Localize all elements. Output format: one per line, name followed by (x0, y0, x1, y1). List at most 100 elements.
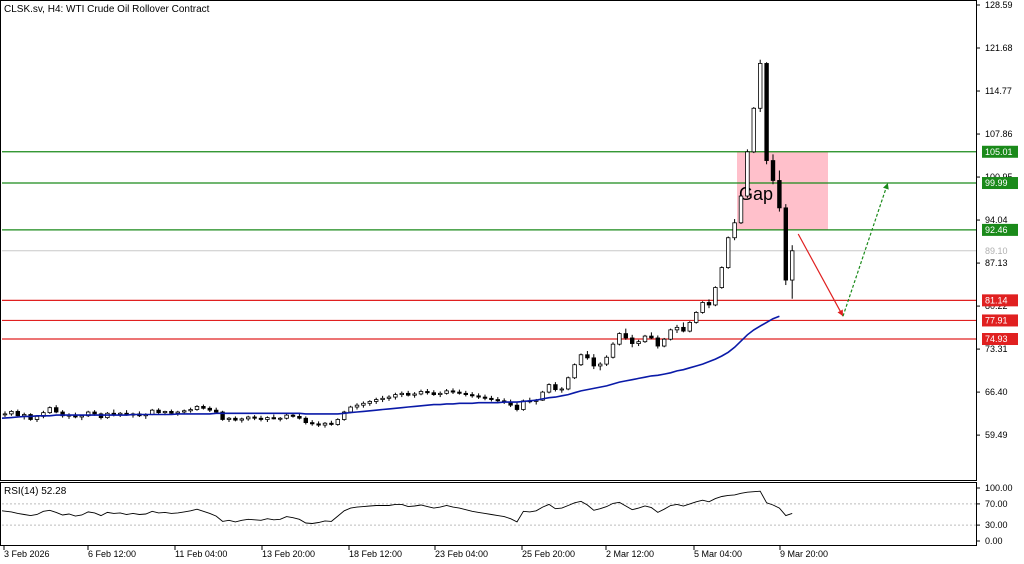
candle-body (341, 411, 347, 420)
candle (770, 154, 776, 185)
candle (783, 204, 788, 286)
candle (553, 382, 558, 392)
candle (341, 410, 347, 421)
current-price-tag-bg (982, 244, 1018, 257)
candle (495, 397, 500, 403)
candle (674, 324, 680, 333)
price-tick-label: 73.31 (985, 344, 1008, 354)
level-lines (2, 151, 976, 340)
level-tag-99.99-bg (982, 177, 1018, 190)
candle (649, 332, 654, 340)
time-tick-label: 9 Mar 20:00 (780, 549, 828, 559)
candle (98, 412, 104, 420)
candle (2, 411, 8, 417)
price-tick-label: 94.04 (985, 215, 1008, 225)
candle-body (15, 410, 20, 417)
candle-body (348, 406, 353, 413)
candle-body (649, 335, 654, 339)
candle (86, 410, 91, 417)
candle (15, 409, 20, 417)
candle-body (559, 388, 564, 391)
level-tag-81.14-bg (982, 294, 1018, 307)
candle-body (431, 392, 436, 395)
candle (713, 286, 718, 307)
time-tick-label: 18 Feb 12:00 (349, 549, 402, 559)
candle (431, 390, 436, 396)
candle-body (265, 417, 270, 420)
candle (220, 410, 225, 421)
rsi-tick-label: 30.00 (985, 520, 1008, 530)
candle (418, 389, 424, 396)
candle (694, 311, 699, 324)
candle (258, 415, 264, 422)
candle (194, 405, 200, 411)
candle-body (194, 406, 200, 410)
candle-body (290, 414, 296, 417)
level-tag-81.14: 81.14 (985, 295, 1008, 305)
candle (9, 410, 14, 416)
candle-body (380, 397, 385, 400)
candle (508, 399, 513, 408)
candle (585, 351, 590, 360)
candle-body (367, 401, 372, 404)
candle-body (156, 409, 161, 414)
candle (463, 390, 468, 397)
candle-body (79, 415, 84, 418)
level-tag-99.99: 99.99 (985, 178, 1008, 188)
candle (188, 407, 193, 413)
candle (239, 417, 244, 423)
candle-body (713, 287, 718, 306)
candle-body (399, 392, 404, 395)
candle-body (450, 390, 456, 393)
level-tag-74.93-bg (982, 333, 1018, 346)
candle-body (188, 409, 193, 412)
candle-body (258, 417, 264, 420)
candle (386, 395, 392, 401)
candle (655, 335, 660, 349)
candle-body (604, 356, 609, 365)
level-tags: 89.10 105.01 99.99 92.46 81.14 77.91 74.93 (982, 145, 1018, 346)
candle-body (674, 326, 680, 331)
candle-body (47, 407, 52, 414)
level-tag-77.91: 77.91 (985, 315, 1008, 325)
candle (566, 376, 571, 391)
candle (630, 334, 635, 348)
candle (591, 354, 596, 370)
candle-body (418, 391, 424, 395)
candle (201, 404, 206, 410)
candle-body (181, 410, 187, 413)
price-tick-label: 128.59 (985, 0, 1013, 10)
price-tick-label: 66.40 (985, 387, 1008, 397)
level-tag-92.46: 92.46 (985, 225, 1008, 235)
candle (265, 416, 270, 422)
gap-zone: Gap (737, 151, 828, 230)
rsi-tick-label: 0.00 (985, 536, 1003, 546)
candle (437, 391, 443, 398)
candle-body (21, 414, 27, 417)
candle (758, 59, 763, 112)
candle-body (764, 63, 769, 161)
candle (546, 383, 552, 394)
candle (399, 391, 404, 398)
candle-body (252, 416, 257, 419)
projection-arrows (797, 182, 889, 317)
candle (777, 170, 782, 212)
candle-body (700, 302, 705, 313)
time-tick-label: 2 Mar 12:00 (606, 549, 654, 559)
time-tick-label: 6 Feb 12:00 (88, 549, 136, 559)
candle-body (335, 419, 340, 425)
candle (169, 409, 174, 414)
candle (226, 416, 232, 422)
candle (745, 149, 750, 198)
candle-body (393, 394, 398, 398)
candle-body (284, 414, 289, 419)
candle (572, 363, 577, 380)
candle-body (687, 321, 692, 332)
price-tick-label: 121.68 (985, 43, 1013, 53)
candle-body (553, 384, 558, 391)
moving-average (1, 315, 780, 419)
candle-body (207, 407, 212, 411)
candle (47, 406, 52, 414)
candle (636, 339, 641, 347)
